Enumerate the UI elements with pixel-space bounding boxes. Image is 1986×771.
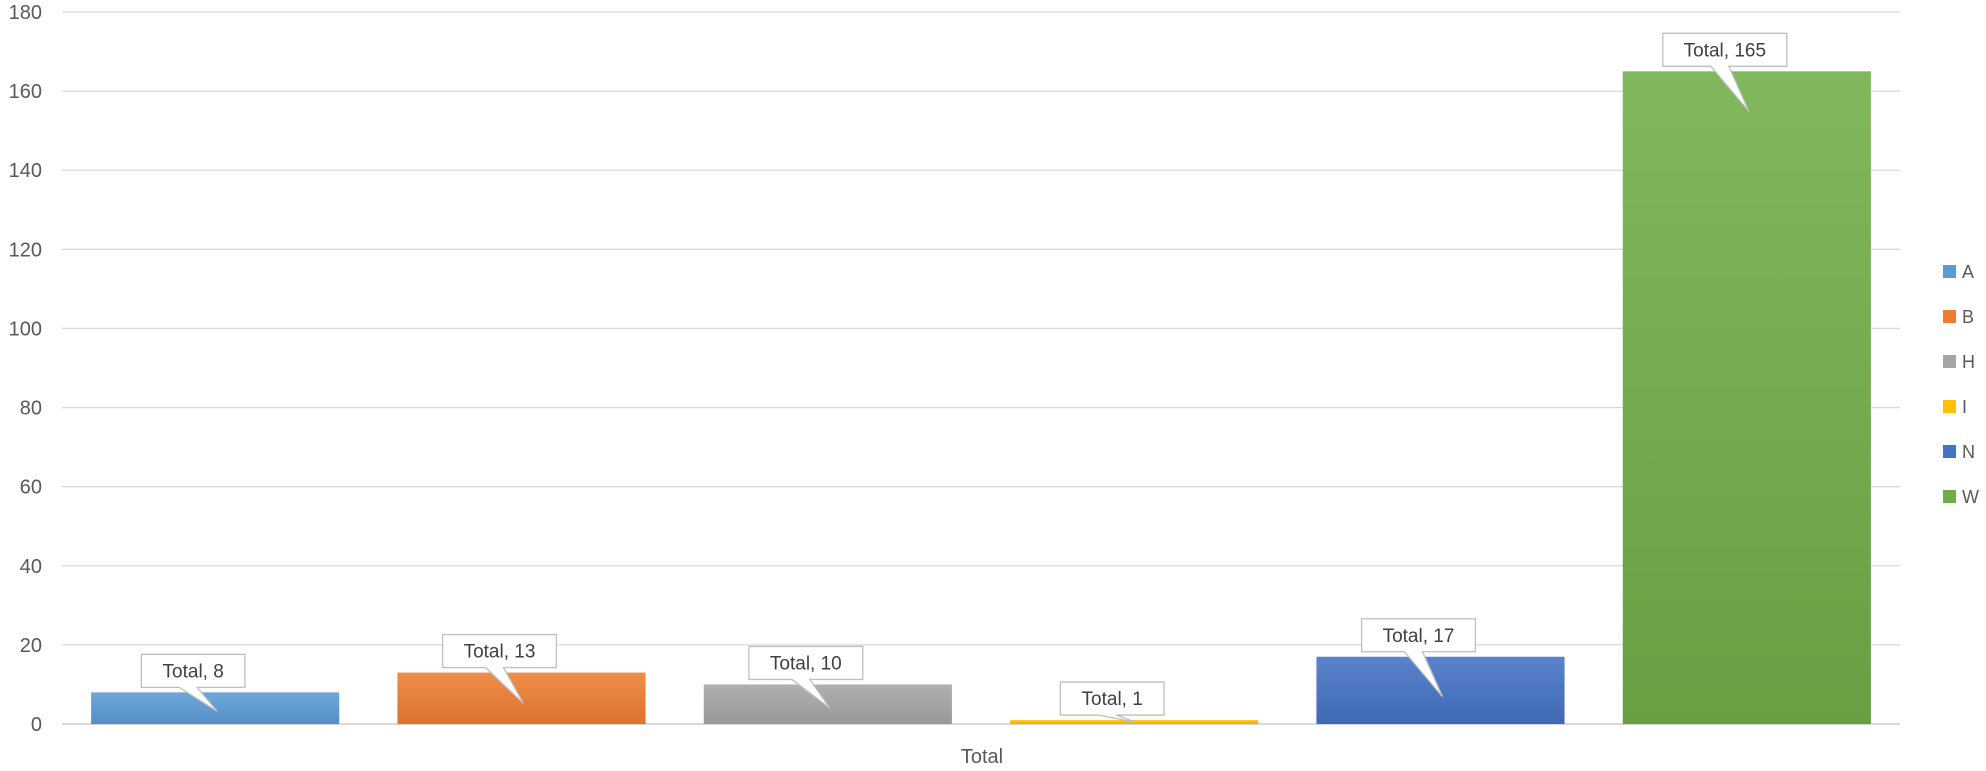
y-tick-label: 140 — [9, 160, 42, 182]
legend-item-b: B — [1943, 307, 1974, 327]
data-label-text: Total, 13 — [464, 642, 536, 663]
legend-swatch — [1943, 445, 1956, 458]
legend-label: W — [1962, 487, 1979, 507]
legend-item-i: I — [1943, 397, 1967, 417]
bar-n — [1316, 656, 1565, 724]
y-tick-label: 120 — [9, 239, 42, 261]
legend-item-n: N — [1943, 442, 1975, 462]
gridlines — [62, 11, 1900, 725]
y-tick-label: 80 — [20, 398, 42, 420]
y-axis: 0 20 40 60 80 100 120 140 160 180 — [9, 2, 42, 736]
legend-swatch — [1943, 490, 1956, 503]
y-tick-label: 0 — [31, 714, 42, 736]
legend-label: B — [1962, 307, 1974, 327]
legend-item-h: H — [1943, 352, 1975, 372]
legend-swatch — [1943, 310, 1956, 323]
legend: A B H I N W — [1943, 262, 1979, 507]
legend-label: I — [1962, 397, 1967, 417]
y-tick-label: 100 — [9, 318, 42, 340]
data-label-text: Total, 17 — [1383, 626, 1455, 647]
data-label: Total, 1 — [1059, 681, 1165, 724]
x-axis-label: Total — [961, 746, 1003, 768]
data-label-text: Total, 10 — [770, 653, 842, 674]
bars — [91, 71, 1871, 725]
data-label-text: Total, 1 — [1082, 689, 1143, 710]
data-labels: Total, 8 Total, 13 Total, 10 Total, 1 Total,… — [140, 32, 1788, 724]
data-label-text: Total, 8 — [163, 661, 224, 682]
data-label: Total, 13 — [441, 633, 558, 704]
legend-swatch — [1943, 355, 1956, 368]
legend-label: H — [1962, 352, 1975, 372]
legend-label: A — [1962, 262, 1974, 282]
y-tick-label: 160 — [9, 81, 42, 103]
legend-item-a: A — [1943, 262, 1974, 282]
data-label: Total, 10 — [748, 645, 864, 709]
bar-w — [1622, 71, 1871, 725]
y-tick-label: 60 — [20, 477, 42, 499]
data-label: Total, 8 — [140, 653, 246, 712]
legend-swatch — [1943, 400, 1956, 413]
bar-b — [397, 672, 646, 724]
y-tick-label: 40 — [20, 556, 42, 578]
legend-item-w: W — [1943, 487, 1979, 507]
legend-label: N — [1962, 442, 1975, 462]
legend-swatch — [1943, 265, 1956, 278]
y-tick-label: 180 — [9, 2, 42, 24]
data-label: Total, 165 — [1662, 32, 1788, 112]
data-label-text: Total, 165 — [1684, 40, 1766, 61]
data-label: Total, 17 — [1360, 618, 1477, 698]
y-tick-label: 20 — [20, 635, 42, 657]
